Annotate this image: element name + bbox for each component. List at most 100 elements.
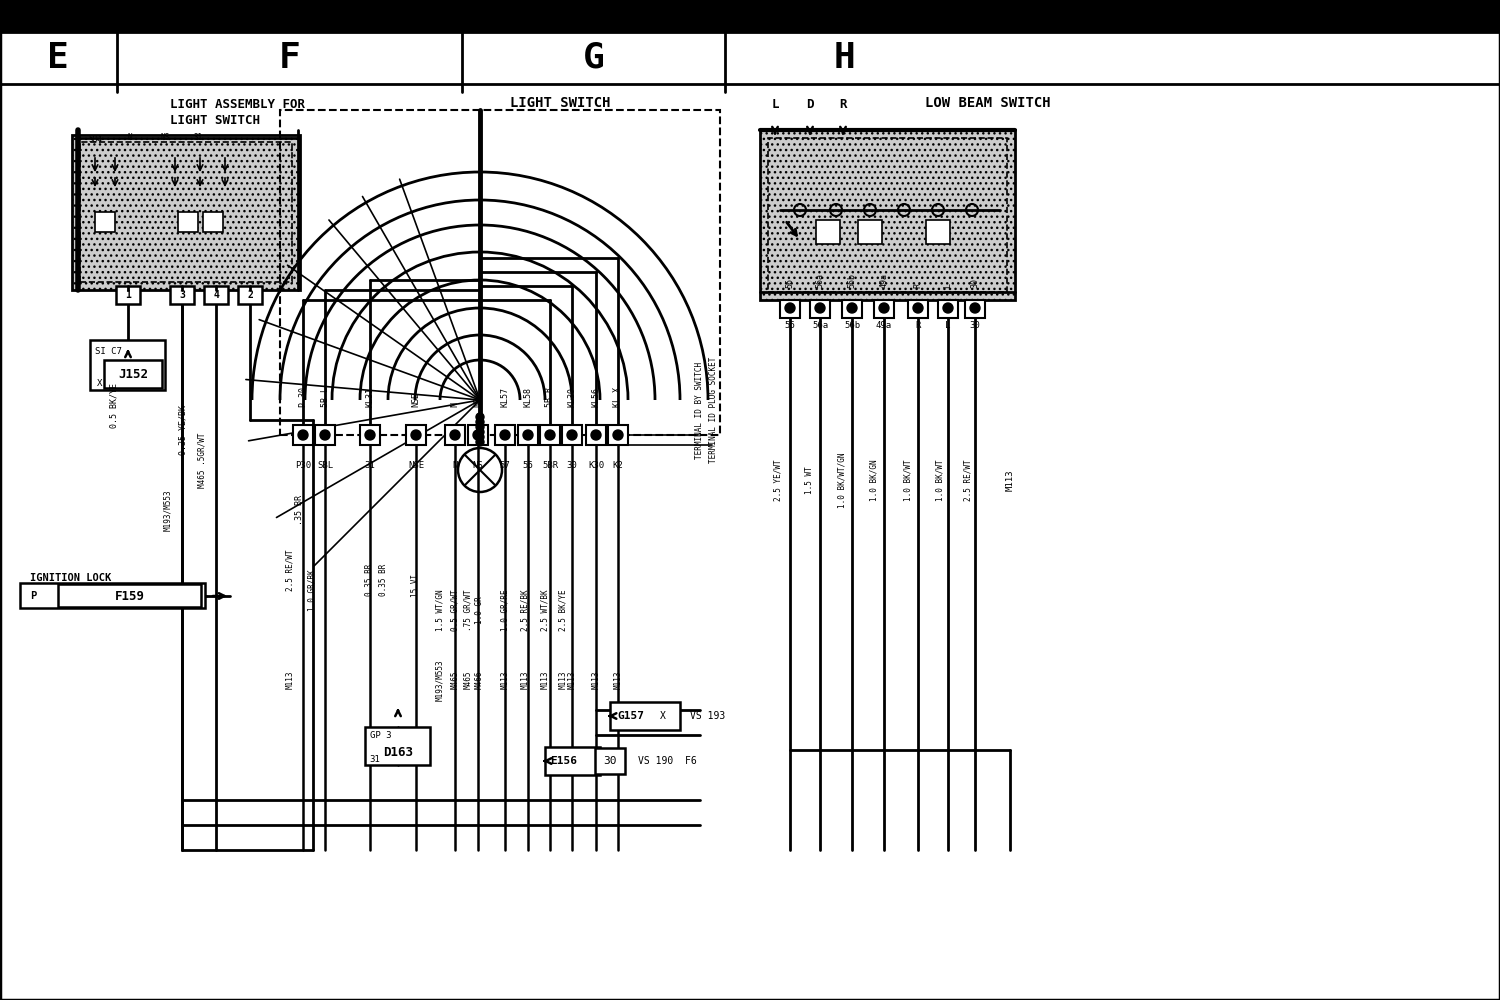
Text: GP 3: GP 3 (370, 730, 392, 740)
Bar (842, 300, 862, 318)
Text: K30: K30 (588, 460, 604, 470)
Text: 30: 30 (603, 756, 616, 766)
Text: M193/M553: M193/M553 (435, 659, 444, 701)
Bar (608, 425, 628, 445)
Text: R: R (914, 283, 922, 288)
Text: F159: F159 (116, 589, 146, 602)
Bar (938, 300, 958, 318)
Text: M113: M113 (540, 671, 549, 689)
Bar (926, 220, 950, 244)
Text: P30: P30 (296, 460, 310, 470)
Text: NS: NS (160, 133, 170, 142)
Circle shape (879, 303, 890, 313)
Bar (238, 286, 262, 304)
Text: KL31: KL31 (366, 387, 375, 407)
Bar (874, 300, 894, 318)
Bar (170, 286, 194, 304)
Bar (280, 110, 720, 435)
Text: 56: 56 (784, 320, 795, 330)
Text: 1.0 GR/BK: 1.0 GR/BK (308, 569, 316, 611)
Bar (204, 286, 228, 304)
Text: D: D (807, 99, 813, 111)
Text: 56a: 56a (812, 320, 828, 330)
Bar (0, 0, 1500, 32)
Text: M465 .5GR/WT: M465 .5GR/WT (198, 432, 207, 488)
Text: X: X (98, 378, 102, 387)
Text: E156: E156 (550, 756, 578, 766)
Text: M113: M113 (520, 671, 530, 689)
Circle shape (970, 303, 980, 313)
Bar (80, 142, 292, 282)
Text: 5B R: 5B R (546, 387, 555, 407)
Text: KL57: KL57 (501, 387, 510, 407)
Text: NS: NS (472, 460, 483, 470)
Text: N: N (128, 133, 132, 142)
Text: X: X (660, 711, 666, 721)
Text: 30: 30 (969, 320, 981, 330)
Text: LIGHT SWITCH: LIGHT SWITCH (510, 96, 610, 110)
Text: 2.5 YE/WT: 2.5 YE/WT (774, 459, 783, 501)
Text: 2.5 RE/BK: 2.5 RE/BK (520, 589, 530, 631)
Text: LIGHT SWITCH: LIGHT SWITCH (170, 113, 260, 126)
Text: 2.5 RE/WT: 2.5 RE/WT (963, 459, 972, 501)
Text: N: N (450, 402, 459, 407)
Circle shape (847, 303, 856, 313)
Text: K2: K2 (612, 460, 624, 470)
Text: 30: 30 (567, 460, 578, 470)
Text: 1.0 BK/GN: 1.0 BK/GN (870, 459, 879, 501)
Text: 56b: 56b (844, 320, 859, 330)
Text: L: L (945, 320, 951, 330)
Text: 1.5 WT: 1.5 WT (806, 466, 814, 494)
Text: M466: M466 (474, 671, 483, 689)
Text: M113: M113 (614, 671, 622, 689)
Bar (586, 425, 606, 445)
Bar (610, 702, 680, 730)
Text: 30: 30 (970, 278, 980, 288)
Text: LIGHT ASSEMBLY FOR: LIGHT ASSEMBLY FOR (170, 99, 304, 111)
Bar (810, 300, 830, 318)
Text: .75 GR/WT: .75 GR/WT (464, 589, 472, 631)
Text: 0.5 GR/WT: 0.5 GR/WT (450, 589, 459, 631)
Text: M113: M113 (1005, 469, 1014, 491)
Bar (562, 425, 582, 445)
Bar (596, 748, 626, 774)
Bar (858, 220, 882, 244)
Text: 1.0 BK/WT: 1.0 BK/WT (936, 459, 945, 501)
Bar (816, 220, 840, 244)
Text: 1.0 BK/WT: 1.0 BK/WT (903, 459, 912, 501)
Bar (104, 360, 162, 388)
Circle shape (614, 430, 622, 440)
Bar (544, 747, 600, 775)
Bar (446, 425, 465, 445)
Text: KL30: KL30 (567, 387, 576, 407)
Text: 56: 56 (522, 460, 534, 470)
Circle shape (476, 438, 484, 446)
Circle shape (914, 303, 922, 313)
Text: 31: 31 (194, 133, 202, 142)
Text: 15 VI: 15 VI (411, 573, 420, 597)
Text: 56b: 56b (847, 273, 856, 288)
Bar (202, 212, 223, 232)
Circle shape (476, 428, 484, 436)
Text: 0.35 BR: 0.35 BR (380, 564, 388, 596)
Bar (94, 212, 116, 232)
Bar (518, 425, 538, 445)
Text: KL56: KL56 (591, 387, 600, 407)
Circle shape (476, 433, 484, 441)
Text: 2.5 BK/YE: 2.5 BK/YE (558, 589, 567, 631)
Text: SI C7: SI C7 (94, 348, 122, 357)
Text: 1.0 BK/WT/GN: 1.0 BK/WT/GN (837, 452, 846, 508)
Circle shape (364, 430, 375, 440)
Bar (72, 135, 300, 290)
Bar (292, 425, 314, 445)
Circle shape (450, 430, 460, 440)
Text: 4: 4 (213, 290, 219, 300)
Circle shape (784, 303, 795, 313)
Text: 2: 2 (248, 290, 254, 300)
Text: 5BR: 5BR (542, 460, 558, 470)
Text: R: R (915, 320, 921, 330)
Bar (768, 138, 1006, 292)
Text: P 30: P 30 (298, 387, 307, 407)
Text: 0.35 BR: 0.35 BR (366, 564, 375, 596)
Bar (468, 425, 488, 445)
